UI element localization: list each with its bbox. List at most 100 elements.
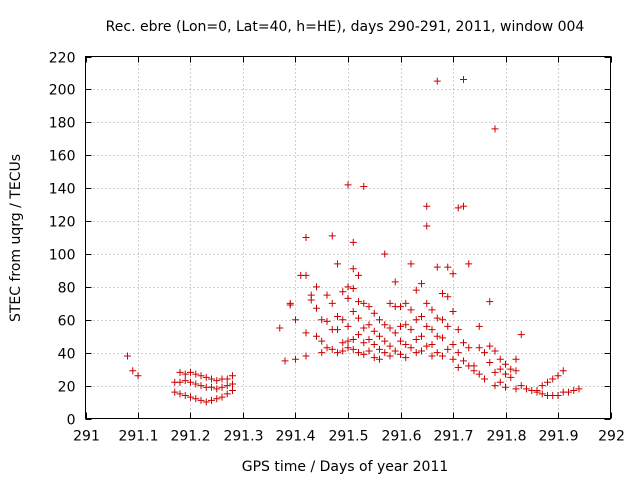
y-tick-label: 220: [49, 51, 76, 67]
data-point: [213, 385, 221, 393]
data-point: [171, 388, 179, 396]
data-point: [397, 350, 404, 358]
data-point: [391, 278, 399, 286]
data-point: [449, 270, 457, 278]
data-point: [334, 260, 341, 268]
data-point: [439, 334, 446, 342]
x-axis-label: GPS time / Days of year 2011: [242, 459, 449, 475]
data-point: [360, 299, 368, 307]
data-point: [339, 288, 347, 296]
y-tick-label: 0: [67, 413, 76, 429]
data-point: [323, 317, 331, 325]
data-point: [344, 344, 352, 352]
scatter-points: [124, 76, 583, 406]
data-point: [460, 339, 467, 347]
data-point: [213, 395, 221, 403]
data-point: [496, 365, 504, 373]
data-point: [339, 347, 347, 355]
x-tick-label: 291: [73, 429, 100, 445]
data-point: [328, 299, 336, 307]
data-point: [444, 293, 452, 301]
data-point: [187, 393, 194, 401]
data-point: [365, 347, 373, 355]
x-tick-label: 291.2: [170, 429, 210, 445]
data-point: [344, 322, 352, 330]
x-tick-label: 291.1: [118, 429, 158, 445]
data-point: [407, 344, 415, 352]
data-point: [491, 347, 499, 355]
data-point: [502, 383, 509, 391]
data-point: [496, 355, 504, 363]
data-point: [433, 314, 441, 322]
data-point: [575, 385, 583, 393]
data-point: [313, 332, 320, 340]
data-point: [349, 308, 357, 316]
data-point: [465, 260, 473, 268]
data-point: [355, 314, 362, 322]
data-point: [412, 316, 420, 324]
y-tick-label: 200: [49, 83, 76, 99]
data-point: [370, 340, 378, 348]
data-point: [344, 181, 352, 189]
data-point: [549, 375, 557, 383]
x-tick-label: 291.9: [538, 429, 578, 445]
data-point: [355, 331, 362, 339]
data-point: [486, 359, 494, 367]
data-point: [433, 263, 441, 271]
data-point: [570, 387, 578, 395]
data-point: [407, 306, 415, 314]
data-point: [381, 321, 389, 329]
data-point: [323, 344, 331, 352]
data-point: [223, 390, 231, 398]
data-point: [412, 349, 420, 357]
data-point: [292, 355, 299, 363]
x-tick-label: 291.5: [328, 429, 368, 445]
data-point: [318, 316, 326, 324]
data-point: [334, 312, 341, 320]
data-point: [481, 349, 488, 357]
y-axis-label: STEC from uqrg / TECUs: [8, 154, 24, 322]
data-point: [454, 349, 462, 357]
data-point: [475, 344, 483, 352]
data-point: [360, 339, 368, 347]
y-tick-label: 180: [49, 116, 76, 132]
y-tick-label: 140: [49, 182, 76, 198]
data-point: [365, 321, 373, 329]
x-tick-label: 291.7: [433, 429, 473, 445]
data-point: [318, 349, 326, 357]
data-point: [344, 337, 352, 345]
data-point: [460, 202, 467, 210]
data-point: [533, 388, 541, 396]
data-point: [418, 280, 425, 288]
data-point: [276, 324, 284, 332]
y-tick-label: 40: [58, 347, 76, 363]
data-point: [439, 316, 446, 324]
chart-title: Rec. ebre (Lon=0, Lat=40, h=HE), days 29…: [106, 19, 585, 35]
data-point: [197, 396, 205, 404]
data-point: [423, 322, 431, 330]
data-point: [386, 324, 394, 332]
data-point: [554, 372, 562, 380]
data-point: [418, 347, 425, 355]
data-point: [376, 316, 383, 324]
data-point: [402, 321, 410, 329]
y-tick-label: 120: [49, 215, 76, 231]
data-point: [407, 326, 415, 334]
data-point: [176, 368, 184, 376]
data-point: [360, 350, 368, 358]
data-point: [470, 367, 478, 375]
data-point: [124, 352, 131, 360]
data-point: [502, 360, 509, 368]
data-point: [559, 367, 567, 375]
x-tick-label: 291.3: [223, 429, 263, 445]
data-point: [449, 308, 457, 316]
data-point: [486, 342, 494, 350]
data-point: [334, 349, 341, 357]
data-point: [407, 260, 415, 268]
data-point: [433, 77, 441, 85]
data-point: [344, 294, 352, 302]
data-point: [538, 390, 546, 398]
data-point: [197, 372, 205, 380]
data-point: [360, 182, 368, 190]
